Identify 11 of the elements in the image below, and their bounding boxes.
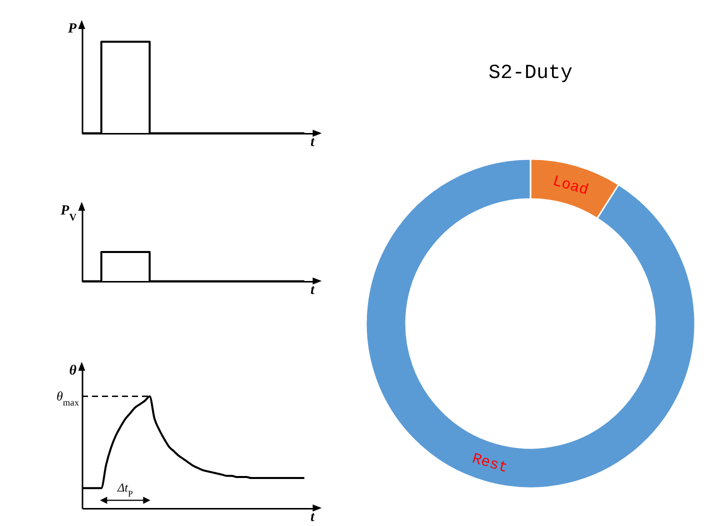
- y-axis-title: P$_{V}$: [60, 203, 77, 223]
- x-axis-title: t: [310, 509, 316, 524]
- y-axis-title: θ: [68, 363, 77, 378]
- y-axis-title: P: [68, 22, 77, 36]
- x-axis-title: t: [310, 282, 316, 298]
- x-axis-title: t: [310, 134, 316, 150]
- slice-label: Load: [550, 172, 590, 200]
- slice-label: Rest: [470, 450, 510, 477]
- ref-line-label: θ$_{max}$: [56, 388, 80, 408]
- chart-title: S2-Duty: [488, 62, 573, 85]
- annotation: Δt$_{P}$: [116, 480, 133, 498]
